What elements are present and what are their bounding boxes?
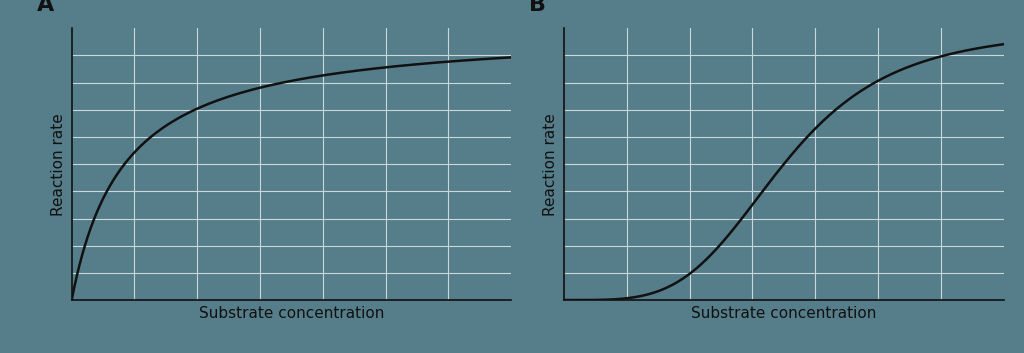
Text: A: A	[37, 0, 54, 14]
X-axis label: Substrate concentration: Substrate concentration	[199, 306, 384, 321]
Y-axis label: Reaction rate: Reaction rate	[51, 113, 67, 216]
Text: B: B	[528, 0, 546, 14]
X-axis label: Substrate concentration: Substrate concentration	[691, 306, 877, 321]
Y-axis label: Reaction rate: Reaction rate	[544, 113, 558, 216]
